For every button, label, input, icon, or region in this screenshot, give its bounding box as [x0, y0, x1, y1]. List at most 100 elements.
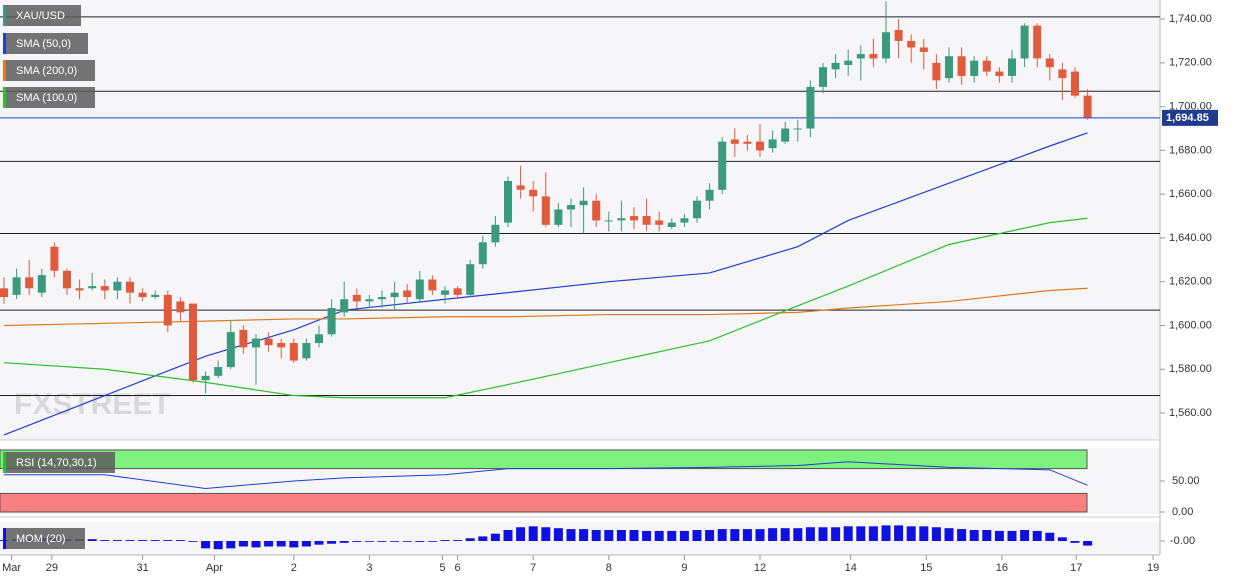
candle-body [25, 277, 34, 289]
mom-bar [616, 530, 626, 541]
mom-bar [201, 541, 211, 549]
mom-bar [654, 530, 664, 541]
mom-bar [906, 526, 916, 541]
x-tick-label: 5 [439, 562, 445, 574]
mom-bar [541, 527, 551, 541]
legend-entry: SMA (50,0) [16, 38, 71, 50]
mom-bar [566, 529, 576, 541]
candle-body [604, 220, 613, 222]
mom-bar [528, 526, 538, 541]
candle-body [441, 290, 449, 295]
candle-body [743, 141, 752, 144]
candle-body [1058, 69, 1067, 79]
candle-body [1033, 25, 1042, 59]
mom-bar [1007, 530, 1017, 541]
candle-body [163, 294, 172, 326]
legend-entry-box [3, 60, 95, 81]
candle-body [327, 307, 336, 335]
candle-body [252, 338, 260, 348]
candle-body [617, 218, 626, 221]
candle-body [138, 292, 147, 298]
sma-line [3, 132, 1088, 436]
candle-body [201, 375, 210, 381]
x-tick-label: 3 [366, 562, 372, 574]
candle-body [453, 288, 462, 295]
mom-bar [327, 541, 337, 544]
mom-bar [881, 525, 891, 541]
mom-bar [1045, 532, 1055, 541]
candle-body [592, 200, 601, 221]
candle-body [831, 62, 840, 70]
legend-symbol: XAU/USD [16, 10, 65, 22]
sma-line [3, 287, 1088, 327]
mom-bar [516, 527, 526, 541]
last-price-label: 1,694.85 [1166, 112, 1209, 124]
candle-body [516, 185, 525, 190]
watermark: FXSTREET [14, 388, 171, 421]
candle-body [226, 332, 235, 368]
mom-bar [112, 540, 122, 541]
candle-body [63, 270, 71, 289]
rsi-tick-label: 0.00 [1172, 506, 1193, 518]
candle-body [970, 60, 979, 76]
candle-body [945, 56, 953, 79]
mom-bar [440, 540, 450, 541]
candle-body [100, 286, 109, 291]
legend-symbol-box [3, 5, 81, 26]
y-tick-label: 1,680.00 [1169, 144, 1212, 156]
legend-entry-swatch [3, 33, 6, 54]
candle-body [819, 67, 827, 87]
x-tick-label: 17 [1070, 562, 1082, 574]
mom-bar [894, 525, 904, 541]
y-tick-label: 1,660.00 [1169, 188, 1212, 200]
legend-symbol-swatch [3, 5, 6, 26]
candle-body [428, 279, 437, 291]
mom-bar [667, 530, 677, 541]
mom-bar [730, 529, 740, 541]
candle-body [113, 281, 122, 291]
candle-body [768, 139, 777, 149]
mom-bar [679, 530, 689, 541]
rsi-legend-swatch [3, 452, 6, 473]
mom-bar [478, 536, 488, 541]
candle-body [151, 294, 160, 298]
candle-body [277, 343, 286, 348]
candle-body [289, 343, 298, 361]
y-tick-label: 1,560.00 [1169, 407, 1212, 419]
mom-legend: MOM (20) [16, 533, 66, 545]
candle-body [1045, 58, 1054, 68]
candle-body [630, 216, 638, 221]
x-tick-label: 2 [291, 562, 297, 574]
candle-body [1008, 58, 1016, 76]
legend-entry-swatch [3, 87, 6, 108]
mom-bar [793, 528, 803, 541]
mom-bar [780, 528, 790, 541]
mom-bar [264, 541, 274, 547]
candle-body [302, 343, 311, 359]
rsi-lower-band [0, 492, 1088, 513]
candle-body [730, 139, 739, 144]
x-tick-label: 7 [530, 562, 536, 574]
y-tick-label: 1,640.00 [1169, 232, 1212, 244]
mom-bar [994, 530, 1004, 541]
mom-bar [931, 527, 941, 541]
mom-bar [768, 528, 778, 541]
mom-legend-swatch [3, 528, 6, 549]
mom-bar [251, 541, 261, 548]
x-tick-label: 12 [754, 562, 766, 574]
last-price-box [1162, 109, 1218, 126]
x-tick-label: 15 [920, 562, 932, 574]
candle-body [529, 189, 538, 197]
x-tick-label: 31 [136, 562, 148, 574]
mom-bar [301, 541, 311, 547]
candle-body [390, 292, 399, 298]
candle-body [680, 218, 689, 223]
candle-body [214, 367, 223, 376]
mom-bar [188, 541, 198, 542]
mom-bar [138, 540, 148, 541]
mom-bar [818, 527, 828, 541]
candle-body [894, 29, 903, 41]
candle-body [541, 196, 550, 225]
rsi-line [4, 461, 1088, 489]
